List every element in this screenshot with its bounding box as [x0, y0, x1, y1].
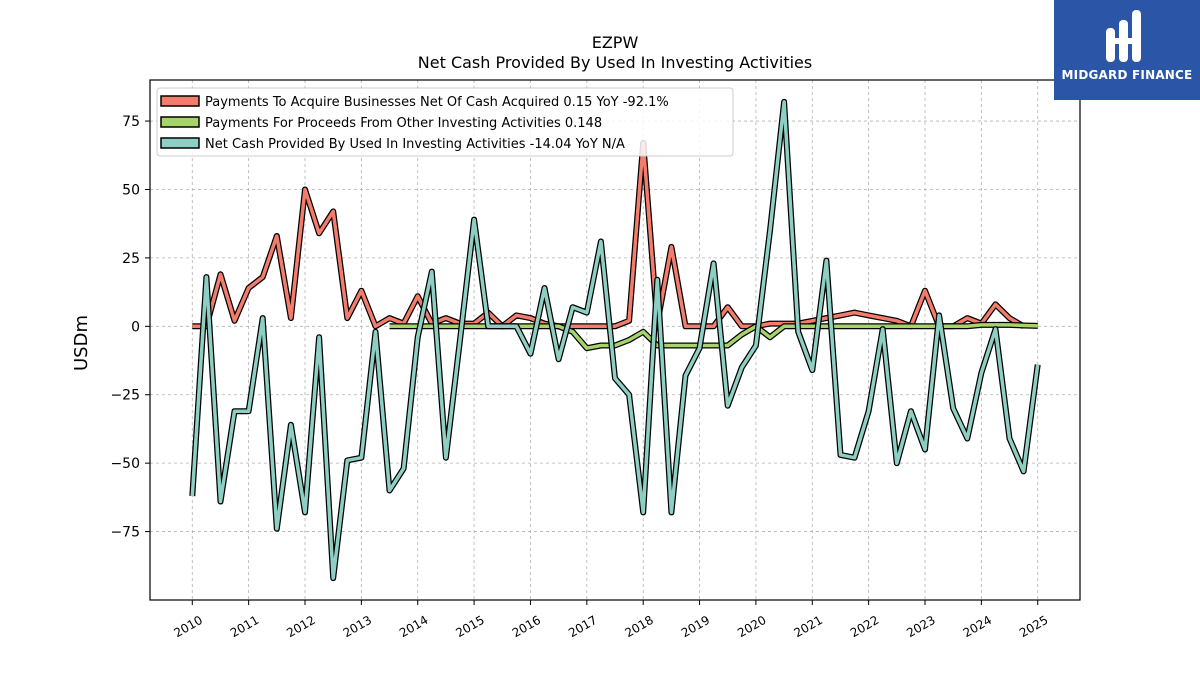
legend-box [156, 87, 734, 157]
x-tick-label: 2022 [848, 613, 881, 640]
legend-label: Payments To Acquire Businesses Net Of Ca… [205, 95, 669, 110]
x-tick-label: 2011 [228, 613, 261, 640]
y-tick-label: −75 [110, 525, 140, 541]
x-tick-label: 2020 [735, 613, 768, 640]
brand-logo-icon [1106, 10, 1141, 62]
brand-name: MIDGARD FINANCE [1061, 68, 1193, 82]
chart-subtitle: Net Cash Provided By Used In Investing A… [418, 53, 812, 72]
legend-label: Net Cash Provided By Used In Investing A… [205, 137, 625, 152]
y-tick-label: −50 [110, 456, 140, 472]
series-line-3 [189, 98, 1041, 582]
x-tick-label: 2010 [172, 613, 205, 640]
series-line-stroke [190, 100, 1040, 580]
legend-label: Payments For Proceeds From Other Investi… [205, 116, 602, 131]
y-tick-label: −25 [110, 388, 140, 404]
x-tick-label: 2016 [510, 613, 543, 640]
y-axis-label: USDm [71, 315, 92, 371]
chart-title: EZPW [592, 33, 639, 52]
legend-swatch [160, 116, 200, 128]
x-tick-label: 2014 [397, 613, 430, 640]
y-tick-label: 0 [131, 319, 140, 335]
x-tick-label: 2015 [453, 613, 486, 640]
x-tick-label: 2013 [341, 613, 374, 640]
x-tick-label: 2017 [566, 613, 599, 640]
y-tick-label: 25 [122, 251, 140, 267]
x-tick-label: 2025 [1017, 613, 1050, 640]
x-tick-label: 2019 [679, 613, 712, 640]
series-group [189, 98, 1041, 582]
legend-swatch [160, 137, 200, 149]
y-tick-label: 50 [122, 182, 140, 198]
x-tick-label: 2018 [622, 613, 655, 640]
x-tick-label: 2021 [792, 613, 825, 640]
x-tick-label: 2024 [961, 613, 994, 640]
y-tick-label: 75 [122, 114, 140, 130]
x-tick-label: 2012 [284, 613, 317, 640]
legend-swatch [160, 95, 200, 107]
x-tick-label: 2023 [904, 613, 937, 640]
plot-frame [149, 79, 1081, 601]
brand-logo: MIDGARD FINANCE [1054, 0, 1200, 100]
legend: Payments To Acquire Businesses Net Of Ca… [156, 87, 734, 157]
